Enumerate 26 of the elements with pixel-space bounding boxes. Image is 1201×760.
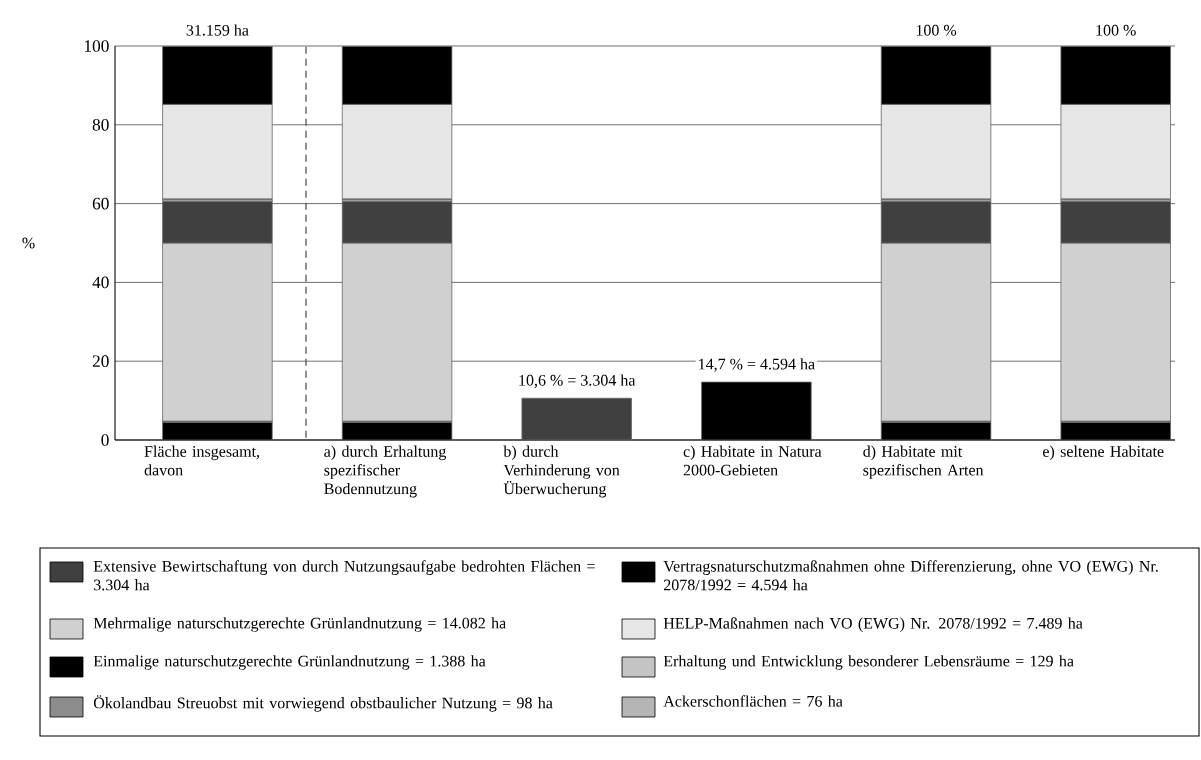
y-tick-label: 20 [92, 355, 109, 368]
y-tick-label: 0 [101, 434, 109, 446]
y-tick-label: 60 [92, 197, 109, 210]
annotation: 31.159 ha [186, 24, 249, 36]
annotation: 14,7 % = 4.594 ha [699, 358, 815, 372]
legend-label: Ackerschonflächen = 76 ha [663, 695, 843, 707]
x-tick-label: d) Habitate mit spezifischen Arten [863, 445, 984, 479]
x-tick-label: Fläche insgesamt, davon [144, 445, 260, 476]
legend-label: Vertragsnaturschutzmaßnahmen ohne Differenzierung, ohne VO (EWG) Nr. 2078/1992 = 4.594 ha [663, 560, 1158, 591]
legend-label: Mehrmalige naturschutzgerechte Grünlandnutzung = 14.082 ha [93, 617, 506, 632]
y-tick-label: 100 [84, 40, 109, 52]
y-tick-label: 40 [92, 276, 109, 289]
annotation: 10,6 % = 3.304 ha [519, 374, 636, 388]
x-tick-label: b) durch Verhinderung von Überwucherung [503, 445, 620, 498]
x-tick-label: e) seltene Habitate [1043, 445, 1164, 461]
annotation: 100 % [916, 24, 957, 36]
x-tick-label: c) Habitate in Natura 2000-Gebieten [683, 445, 822, 476]
y-tick-label: 80 [92, 118, 109, 131]
legend-label: Extensive Bewirtschaftung von durch Nutzungsaufgabe bedrohten Flächen = 3.304 ha [93, 560, 595, 591]
legend-label: Erhaltung und Entwicklung besonderer Lebensräume = 129 ha [663, 655, 1074, 670]
y-axis-title: % [22, 237, 35, 249]
legend-label: Einmalige naturschutzgerechte Grünlandnutzung = 1.388 ha [93, 655, 486, 670]
annotation: 100 % [1096, 24, 1136, 36]
x-tick-label: a) durch Erhaltung spezifischer Bodennutzung [324, 445, 447, 498]
legend-label: HELP-Maßnahmen nach VO (EWG) Nr. 2078/1992 = 7.489 ha [663, 617, 1083, 632]
legend-label: Ökolandbau Streuobst mit vorwiegend obstbaulicher Nutzung = 98 ha [93, 695, 553, 712]
